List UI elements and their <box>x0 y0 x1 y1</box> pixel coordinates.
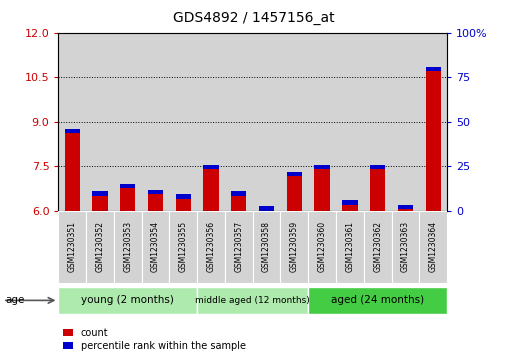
Bar <box>287 172 302 176</box>
Text: GSM1230359: GSM1230359 <box>290 221 299 272</box>
Bar <box>204 164 219 169</box>
Bar <box>342 200 358 205</box>
Bar <box>176 194 191 211</box>
Bar <box>253 33 280 211</box>
Bar <box>370 164 385 211</box>
Bar <box>364 33 392 211</box>
FancyBboxPatch shape <box>225 211 253 283</box>
Bar <box>231 191 246 196</box>
Legend: count, percentile rank within the sample: count, percentile rank within the sample <box>64 328 246 351</box>
Text: GSM1230354: GSM1230354 <box>151 221 160 272</box>
Text: young (2 months): young (2 months) <box>81 295 174 305</box>
Text: GSM1230361: GSM1230361 <box>345 221 355 272</box>
Bar <box>204 164 219 211</box>
Bar <box>92 191 108 196</box>
Text: GSM1230362: GSM1230362 <box>373 221 382 272</box>
FancyBboxPatch shape <box>197 211 225 283</box>
Bar <box>392 33 419 211</box>
Bar <box>114 33 142 211</box>
Bar <box>280 33 308 211</box>
Text: GSM1230356: GSM1230356 <box>207 221 215 272</box>
Text: GSM1230352: GSM1230352 <box>96 221 105 272</box>
Bar <box>197 33 225 211</box>
Bar <box>259 206 274 211</box>
Bar <box>314 164 330 169</box>
Bar <box>86 33 114 211</box>
Text: GSM1230353: GSM1230353 <box>123 221 132 272</box>
Bar <box>225 33 253 211</box>
Text: GSM1230357: GSM1230357 <box>234 221 243 272</box>
Bar <box>170 33 197 211</box>
FancyBboxPatch shape <box>114 211 142 283</box>
Text: GSM1230355: GSM1230355 <box>179 221 188 272</box>
Bar <box>176 194 191 199</box>
FancyBboxPatch shape <box>419 211 447 283</box>
FancyBboxPatch shape <box>336 211 364 283</box>
Bar <box>259 206 274 211</box>
FancyBboxPatch shape <box>280 211 308 283</box>
FancyBboxPatch shape <box>253 211 280 283</box>
FancyBboxPatch shape <box>58 287 197 314</box>
FancyBboxPatch shape <box>142 211 170 283</box>
FancyBboxPatch shape <box>58 211 86 283</box>
FancyBboxPatch shape <box>308 211 336 283</box>
Bar <box>148 190 163 211</box>
Bar <box>142 33 170 211</box>
Bar <box>314 164 330 211</box>
Bar <box>308 33 336 211</box>
Bar <box>342 200 358 211</box>
FancyBboxPatch shape <box>364 211 392 283</box>
FancyBboxPatch shape <box>170 211 197 283</box>
Bar <box>370 164 385 169</box>
FancyBboxPatch shape <box>197 287 308 314</box>
Text: GSM1230360: GSM1230360 <box>318 221 327 272</box>
Bar <box>65 129 80 211</box>
Text: age: age <box>5 295 24 305</box>
Bar <box>65 129 80 134</box>
Text: GSM1230351: GSM1230351 <box>68 221 77 272</box>
Bar <box>287 172 302 211</box>
Bar <box>120 184 136 188</box>
FancyBboxPatch shape <box>392 211 419 283</box>
Bar <box>426 67 441 71</box>
Bar <box>398 205 413 211</box>
Bar <box>419 33 447 211</box>
FancyBboxPatch shape <box>308 287 447 314</box>
Bar <box>148 190 163 194</box>
Bar <box>231 191 246 211</box>
Text: middle aged (12 months): middle aged (12 months) <box>196 296 310 305</box>
Text: GSM1230364: GSM1230364 <box>429 221 438 272</box>
Bar <box>120 184 136 211</box>
FancyBboxPatch shape <box>86 211 114 283</box>
Text: GSM1230363: GSM1230363 <box>401 221 410 272</box>
Bar <box>398 205 413 209</box>
Bar <box>336 33 364 211</box>
Bar <box>58 33 86 211</box>
Bar <box>92 191 108 211</box>
Text: GDS4892 / 1457156_at: GDS4892 / 1457156_at <box>173 11 335 25</box>
Text: aged (24 months): aged (24 months) <box>331 295 424 305</box>
Text: GSM1230358: GSM1230358 <box>262 221 271 272</box>
Bar <box>426 67 441 211</box>
